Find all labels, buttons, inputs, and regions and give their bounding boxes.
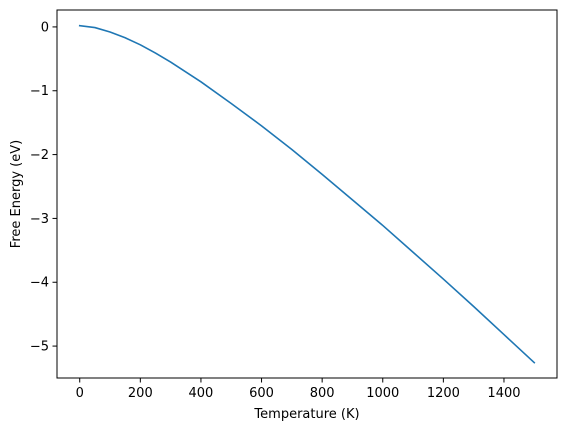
y-tick-label: −1 [30,84,49,99]
x-tick-label: 1000 [366,386,399,401]
free-energy-line [78,24,536,364]
x-tick-label: 1200 [427,386,460,401]
x-tick-label: 600 [249,386,274,401]
plot-area [78,24,536,364]
y-tick-label: −4 [30,276,49,291]
y-tick-label: −2 [30,148,49,163]
y-tick-label: −5 [30,340,49,355]
y-axis: 0 −1 −2 −3 −4 −5 [30,20,57,355]
axes-frame [56,9,558,379]
x-axis-label: Temperature (K) [253,407,359,422]
x-tick-label: 0 [76,386,84,401]
x-tick-label: 800 [310,386,335,401]
y-axis-label: Free Energy (eV) [9,140,24,248]
x-tick-label: 1400 [487,386,520,401]
y-tick-label: 0 [41,20,49,35]
x-axis: 0 200 400 600 800 1000 1200 1400 [76,378,521,401]
x-tick-label: 400 [189,386,214,401]
y-tick-label: −3 [30,212,49,227]
x-tick-label: 200 [128,386,153,401]
